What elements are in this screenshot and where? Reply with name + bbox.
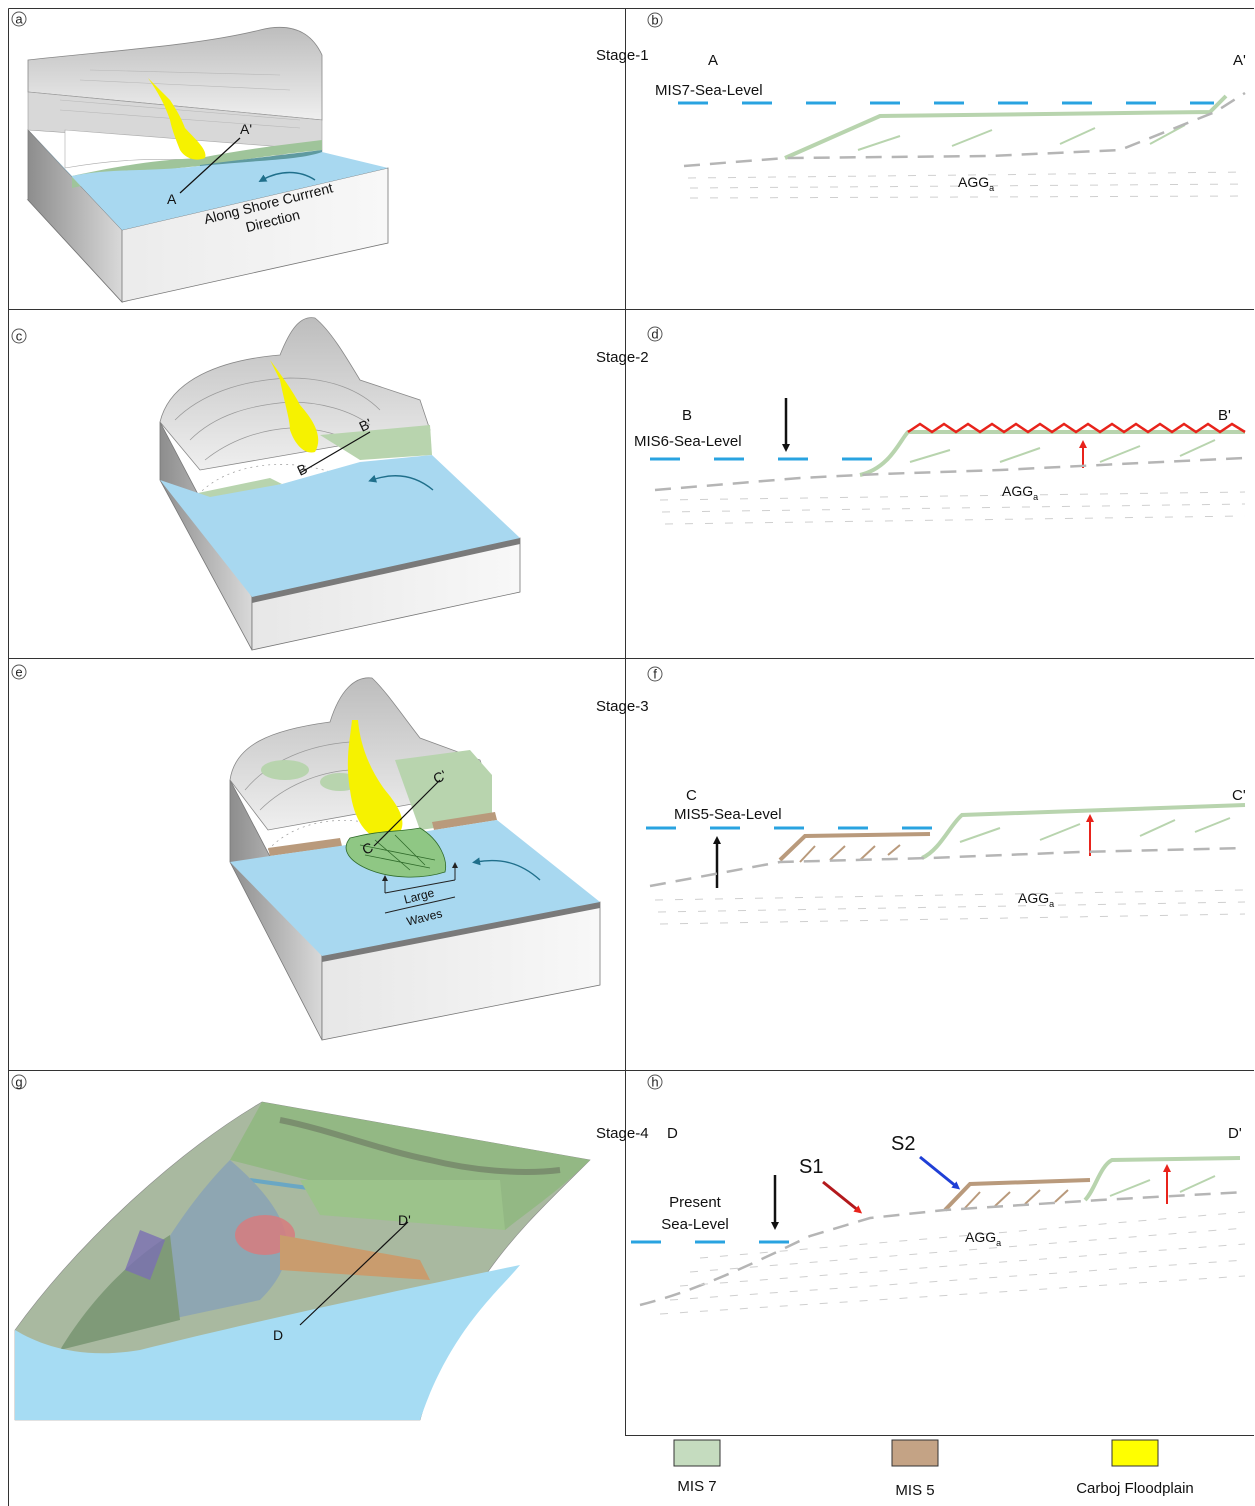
legend-label-floodplain: Carboj Floodplain [1076,1480,1194,1497]
base-line-b [683,91,1246,168]
panel-b-sec-start: A [708,52,718,69]
panel-f-sec-end: C' [1232,787,1246,804]
panel-b-section: b Stage-1 A A' MIS7-Sea-Level AGGa [596,12,1249,199]
legend-swatch-floodplain [1111,1439,1159,1467]
panel-a-sec-end: A' [240,121,252,137]
mis5-terrace-f [778,832,931,862]
panel-b-agg-label: AGGa [958,174,994,193]
panel-f-section: f Stage-3 C C' MIS5-Sea-Level AGGa [596,666,1246,925]
panel-h-s2-label: S2 [891,1133,915,1155]
mis7-terrace-d [859,430,1245,477]
panel-b-sec-end: A' [1233,52,1246,69]
panel-g-tag-circle [11,1074,27,1090]
panel-e-tag: e [15,665,22,680]
panel-e-block-diagram: e C C' Large Waves [11,664,601,1041]
legend-item-mis7: MIS 7 [673,1439,721,1495]
erosion-surface-d [907,422,1246,434]
panel-b-tag: b [651,13,658,28]
panel-d-agg-label: AGGa [1002,483,1038,502]
panel-h-sea-level-1: Present [669,1194,722,1211]
panel-a-sec-start: A [167,191,177,207]
panel-c-tag-circle [11,328,27,344]
legend-label-mis7: MIS 7 [677,1478,716,1495]
panel-d-sec-end: B' [1218,407,1231,424]
section-line-g [299,1221,409,1326]
panel-h-agg-label: AGGa [965,1229,1001,1248]
panel-h-tag: h [651,1075,658,1090]
legend-item-floodplain: Carboj Floodplain [1076,1439,1194,1497]
section-line-c [299,431,371,474]
panel-a-block-diagram: a A A' Along Shore Currrent Direction [11,11,389,304]
panel-h-stage: Stage-4 [596,1125,649,1142]
panel-h-sea-level-2: Sea-Level [661,1216,729,1233]
panel-a-tag: a [15,12,23,27]
panel-h-section: h Stage-4 D D' Present Sea-Level S1 S2 A… [596,1074,1246,1315]
panel-c-block-diagram: c B B' [11,317,521,651]
mis7-terrace-f [921,803,1246,860]
base-line-f [649,846,1246,888]
mis5-terrace-h [943,1178,1091,1212]
base-line-h [639,1190,1246,1307]
current-arrow-icon [258,171,316,182]
panel-c-sec-start: B [295,460,310,478]
panel-e-tag-circle [11,664,27,680]
s1-arrow-icon [822,1180,863,1214]
panel-g-terrain: g D D' [11,1074,591,1421]
legend-swatch-mis7 [673,1439,721,1467]
panel-h-sec-start: D [667,1125,678,1142]
legend-swatch-mis5 [891,1439,939,1467]
panel-g-sec-start: D [273,1327,283,1343]
panel-b-tag-circle [647,12,663,28]
panel-f-agg-label: AGGa [1018,890,1054,909]
legend-label-mis5: MIS 5 [895,1482,934,1499]
legend: MIS 7 MIS 5 Carboj Floodplain [673,1439,1194,1499]
panel-f-sec-start: C [686,787,697,804]
mis7-terrace-h [1083,1156,1241,1202]
base-line-d [654,456,1246,492]
current-arrow-icon [472,857,541,881]
panel-f-stage: Stage-3 [596,698,649,715]
panel-a-tag-circle [11,11,27,27]
panel-d-stage: Stage-2 [596,349,649,366]
current-arrow-icon [368,474,434,491]
panel-h-s1-label: S1 [799,1156,823,1178]
panel-f-tag: f [653,667,657,682]
s2-arrow-icon [919,1155,961,1190]
panel-b-stage: Stage-1 [596,47,649,64]
panel-e-sec-end: C' [431,767,449,787]
panel-d-tag: d [651,327,658,342]
section-line-e [373,779,441,847]
panel-g-tag: g [15,1075,22,1090]
mis7-terrace-b [784,94,1228,160]
panel-g-sec-end: D' [398,1212,411,1228]
panel-d-sec-start: B [682,407,692,424]
figure-grid [8,8,1254,1506]
panel-h-tag-circle [647,1074,663,1090]
panel-d-tag-circle [647,326,663,342]
panel-f-tag-circle [647,666,663,682]
panel-d-section: d Stage-2 B B' MIS6-Sea-Level AGGa [596,326,1246,525]
panel-c-tag: c [16,329,23,344]
panel-h-sec-end: D' [1228,1125,1242,1142]
panel-f-sea-level: MIS5-Sea-Level [674,806,782,823]
panel-d-sea-level: MIS6-Sea-Level [634,433,742,450]
legend-item-mis5: MIS 5 [891,1439,939,1499]
section-line-a [179,137,241,194]
panel-b-sea-level: MIS7-Sea-Level [655,82,763,99]
